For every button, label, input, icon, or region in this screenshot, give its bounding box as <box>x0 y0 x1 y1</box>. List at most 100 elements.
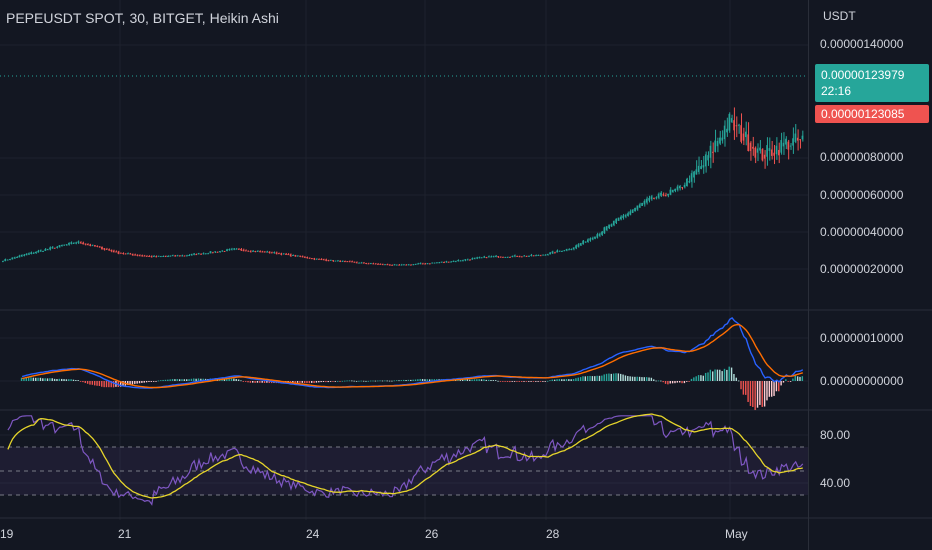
price-candle <box>119 252 122 254</box>
price-candle <box>794 133 797 142</box>
macd-histogram-bar <box>523 381 525 382</box>
macd-histogram-bar <box>360 380 362 382</box>
macd-histogram-bar <box>341 380 344 382</box>
macd-histogram-bar <box>162 379 164 381</box>
price-candle <box>129 253 132 255</box>
macd-histogram-bar <box>89 381 91 385</box>
macd-histogram-bar <box>697 375 700 381</box>
macd-histogram-bar <box>620 373 622 381</box>
macd-histogram-bar <box>601 375 603 381</box>
price-candle <box>513 255 516 257</box>
macd-histogram-bar <box>228 378 230 381</box>
macd-histogram-bar <box>325 381 327 383</box>
macd-histogram-bar <box>700 375 702 381</box>
price-candle <box>336 260 339 262</box>
price-candle <box>249 251 252 253</box>
price-candle <box>327 260 330 262</box>
price-candle <box>627 213 629 216</box>
macd-histogram-bar <box>721 371 723 381</box>
macd-histogram-bar <box>51 378 53 381</box>
price-candle <box>171 255 174 257</box>
macd-histogram-bar <box>565 379 568 381</box>
macd-histogram-bar <box>575 378 577 381</box>
price-candle <box>124 253 127 255</box>
price-candle <box>70 242 73 244</box>
macd-histogram-bar <box>528 381 530 382</box>
price-candle <box>742 133 745 141</box>
price-candle <box>577 244 580 247</box>
price-candle <box>197 253 200 255</box>
price-candle <box>325 259 327 261</box>
price-candle <box>492 256 495 258</box>
macd-histogram-bar <box>96 381 98 386</box>
macd-histogram-bar <box>693 377 695 381</box>
price-candle <box>306 257 308 259</box>
price-candle <box>542 254 544 256</box>
chart-title[interactable]: PEPEUSDT SPOT, 30, BITGET, Heikin Ashi <box>6 10 279 26</box>
macd-histogram-bar <box>346 380 348 382</box>
price-candle <box>365 262 367 264</box>
price-candle <box>226 249 228 252</box>
price-candle <box>96 245 99 247</box>
price-candle <box>268 251 271 253</box>
price-candle <box>207 253 209 255</box>
price-candle <box>183 255 186 257</box>
macd-histogram-bar <box>669 381 671 384</box>
macd-histogram-bar <box>778 381 780 392</box>
price-candle <box>141 255 143 257</box>
price-candle <box>403 264 405 266</box>
macd-pane[interactable] <box>20 316 804 411</box>
price-candle <box>110 249 113 252</box>
price-candle <box>294 255 297 257</box>
rsi-axis-label: 40.00 <box>820 476 851 490</box>
price-candle <box>707 155 709 161</box>
price-candle <box>152 255 155 257</box>
macd-histogram-bar <box>617 373 620 381</box>
price-candle <box>134 254 136 256</box>
macd-histogram-bar <box>745 381 747 395</box>
macd-histogram-bar <box>252 381 254 383</box>
price-candle <box>51 247 54 249</box>
price-candle <box>645 198 648 203</box>
price-candle <box>787 141 790 150</box>
price-candle <box>252 250 254 252</box>
price-candle <box>525 255 528 257</box>
macd-histogram-bar <box>226 378 228 381</box>
price-candles[interactable] <box>2 107 804 266</box>
price-candle <box>353 261 356 263</box>
rsi-pane[interactable] <box>0 413 808 506</box>
macd-histogram-bar <box>579 377 582 381</box>
price-candle <box>346 261 349 263</box>
macd-histogram-bar <box>709 369 712 381</box>
price-candle <box>756 148 759 153</box>
rsi-line <box>7 415 804 506</box>
macd-histogram-bar <box>502 381 504 382</box>
macd-histogram-bar <box>134 381 136 384</box>
price-candle <box>188 255 190 257</box>
price-candle <box>344 261 346 263</box>
price-candle <box>504 256 507 258</box>
macd-histogram-bar <box>75 380 77 381</box>
price-candle <box>209 251 212 254</box>
macd-histogram-bar <box>136 381 138 384</box>
price-candle <box>108 249 110 251</box>
price-candle <box>259 251 261 253</box>
price-candle <box>275 252 278 254</box>
price-candle <box>419 263 422 265</box>
macd-histogram-bar <box>735 377 738 381</box>
price-candle <box>25 253 28 256</box>
macd-histogram-bar <box>629 376 631 381</box>
price-candle <box>273 252 275 254</box>
price-candle <box>289 254 292 257</box>
macd-histogram-bar <box>105 381 108 388</box>
price-candle <box>223 251 226 253</box>
price-candle <box>570 248 573 250</box>
price-candle <box>117 251 120 254</box>
macd-histogram-bar <box>683 381 686 384</box>
macd-histogram-bar <box>377 380 379 382</box>
macd-histogram-bar <box>603 374 605 381</box>
price-candle <box>169 255 172 257</box>
macd-histogram-bar <box>336 380 339 382</box>
